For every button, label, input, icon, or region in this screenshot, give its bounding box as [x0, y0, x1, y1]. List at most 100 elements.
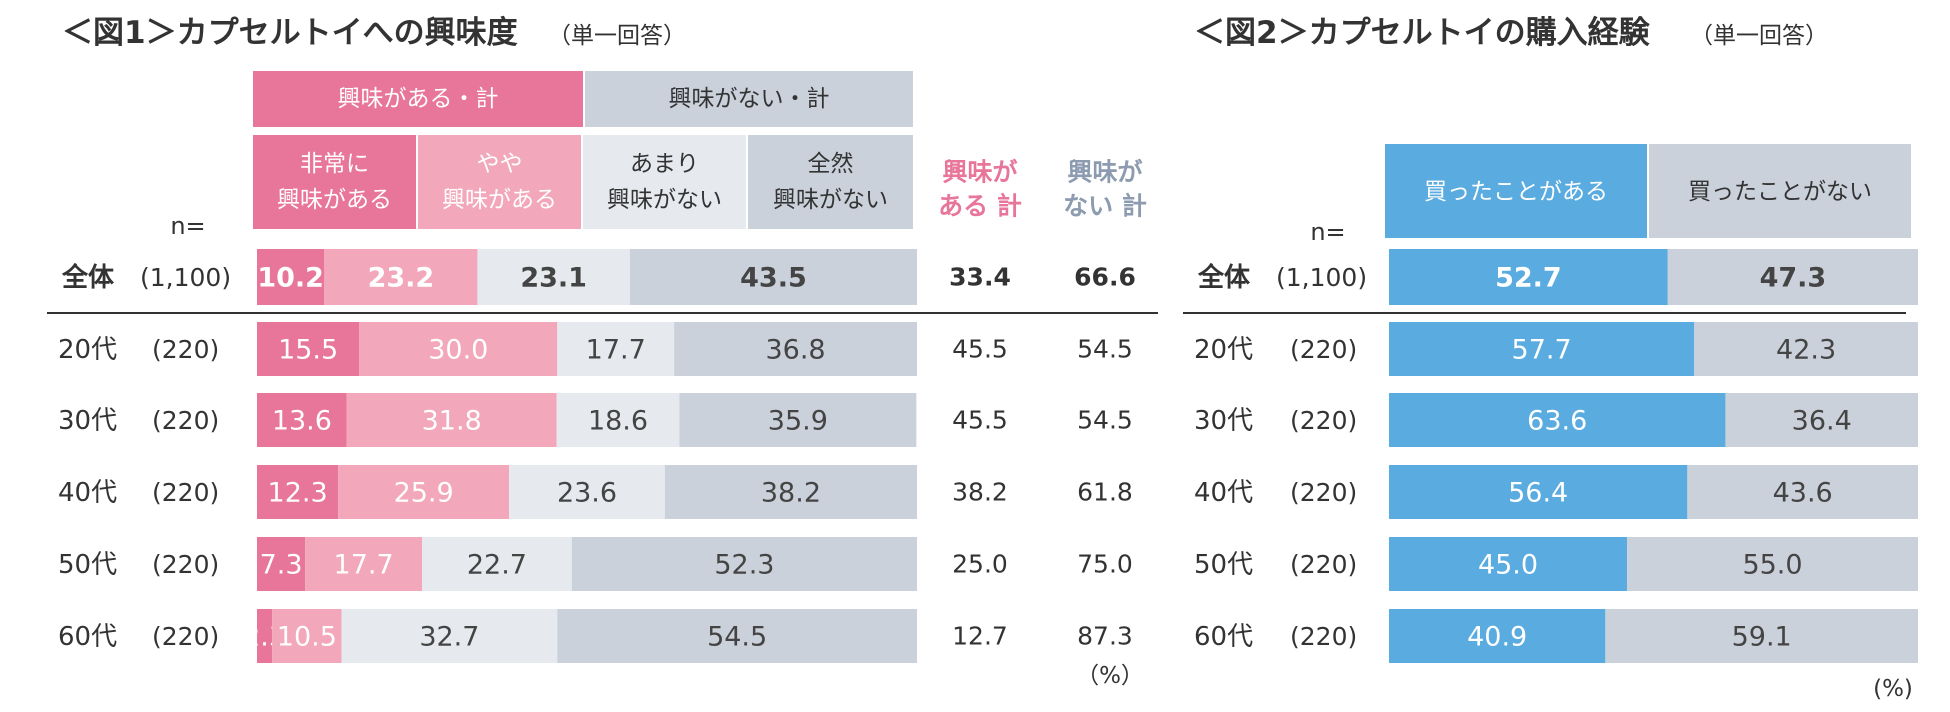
chart2-row-label-6: 60代: [1194, 622, 1253, 652]
chart1-bar-row6-seg2: [272, 609, 342, 663]
chart2-value-row2-seg2: 42.3: [1776, 335, 1836, 366]
chart2-row-n-6: (220): [1290, 622, 1357, 651]
chart1-sum-header-no-interest-line-1: 興味が: [1067, 158, 1142, 187]
chart2-bar-row5-seg1: [1389, 537, 1628, 591]
chart2-value-row2-seg1: 57.7: [1512, 335, 1572, 366]
chart1-series-header-1-line-1: 非常に: [300, 151, 369, 177]
chart1-subtitle: （単一回答）: [548, 23, 686, 49]
chart1-series-header-4-line-1: 全然: [808, 151, 854, 177]
chart1-series-header-4-box: [748, 135, 913, 229]
chart1-group-header-no-interest-box: [585, 71, 913, 127]
chart2-bar-row4-seg2: [1687, 465, 1918, 519]
chart2-bar-row3-seg2: [1725, 393, 1918, 447]
chart1-n-label: n=: [170, 212, 205, 240]
chart2-purchase-experience: 買ったことがある 買ったことがない n= 全体 (1,100) 52.7 47.3 20代 (2…: [1183, 144, 1918, 702]
chart2-row-label-3: 30代: [1194, 406, 1253, 436]
chart1-bar-row1-seg2: [324, 249, 478, 305]
chart1-title: ＜図1＞カプセルトイへの興味度: [62, 15, 518, 51]
chart1-bar-row5-seg4: [571, 537, 917, 591]
chart2-row-label-2: 20代: [1194, 335, 1253, 365]
chart2-n-label: n=: [1310, 218, 1345, 246]
chart2-value-row6-seg1: 40.9: [1467, 622, 1527, 653]
chart1-value-row2-seg1: 15.5: [278, 335, 338, 366]
chart1-bar-row4-seg1: [257, 465, 339, 519]
chart2-row-label-5: 50代: [1194, 550, 1253, 580]
chart1-series-header-3-box: [583, 135, 746, 229]
chart1-value-row1-seg4: 43.5: [740, 263, 807, 294]
chart2-bar-row1-seg1: [1389, 249, 1668, 305]
chart1-sum-header-interest-line-2: ある 計: [938, 192, 1022, 221]
chart2-bar-row4-seg1: [1389, 465, 1688, 519]
chart2-value-row1-seg1: 52.7: [1495, 263, 1562, 294]
chart1-row-n-3: (220): [152, 406, 219, 435]
chart1-value-row6-seg4: 54.5: [707, 622, 767, 653]
chart1-value-row2-seg3: 17.7: [586, 335, 646, 366]
chart2-row-label-1: 全体: [1197, 262, 1251, 293]
chart1-value-row5-seg1: 7.3: [260, 550, 303, 581]
chart1-value-row1-seg2: 23.2: [368, 263, 435, 294]
chart1-total-interest-row6: 12.7: [952, 622, 1008, 651]
chart1-bar-row3-seg4: [679, 393, 917, 447]
chart1-value-row5-seg2: 17.7: [334, 550, 394, 581]
chart2-bar-row3-seg1: [1389, 393, 1726, 447]
chart2-series-header-1-box: [1385, 144, 1647, 238]
chart1-total-no-interest-row6: 87.3: [1077, 622, 1133, 651]
chart2-unit: (%): [1873, 676, 1913, 702]
chart2-bar-row6-seg1: [1389, 609, 1606, 663]
chart1-row-n-2: (220): [152, 335, 219, 364]
chart1-bar-row2-seg2: [359, 322, 558, 376]
chart1-value-row1-seg1: 10.2: [257, 263, 324, 294]
chart1-value-row4-seg2: 25.9: [394, 478, 454, 509]
chart2-series-header-1-line-1: 買ったことがある: [1424, 179, 1608, 205]
chart1-row-n-6: (220): [152, 622, 219, 651]
chart2-value-row6-seg2: 59.1: [1732, 622, 1792, 653]
chart1-total-interest-row4: 38.2: [952, 478, 1008, 507]
chart2-row-n-2: (220): [1290, 335, 1357, 364]
chart1-value-row3-seg1: 13.6: [272, 406, 332, 437]
chart1-row-label-3: 30代: [58, 406, 117, 436]
chart1-bar-row1-seg3: [477, 249, 630, 305]
chart1-bar-row5-seg3: [422, 537, 572, 591]
chart1-series-header-3-line-1: あまり: [630, 151, 699, 177]
chart1-series-header-2-line-1: やや: [477, 151, 523, 177]
chart2-series-header-2-line-1: 買ったことがない: [1688, 179, 1872, 205]
chart1-group-header-no-interest: 興味がない・計: [669, 86, 830, 112]
chart1-total-no-interest-row1: 66.6: [1074, 263, 1136, 292]
chart1-value-row3-seg3: 18.6: [588, 406, 648, 437]
chart1-bar-row6-seg4: [557, 609, 917, 663]
chart1-total-no-interest-row4: 61.8: [1077, 478, 1133, 507]
chart1-value-row6-seg3: 32.7: [419, 622, 479, 653]
chart2-value-row5-seg1: 45.0: [1478, 550, 1538, 581]
chart2-row-n-3: (220): [1290, 406, 1357, 435]
chart1-total-interest-row5: 25.0: [952, 550, 1008, 579]
chart1-series-header-1-line-2: 興味がある: [277, 187, 392, 213]
chart1-row-n-5: (220): [152, 550, 219, 579]
chart1-value-row4-seg3: 23.6: [557, 478, 617, 509]
chart1-row-n-4: (220): [152, 478, 219, 507]
chart1-value-row3-seg2: 31.8: [422, 406, 482, 437]
chart2-series-header-2-box: [1649, 144, 1911, 238]
chart1-series-header-4-line-2: 興味がない: [773, 187, 888, 213]
chart1-group-header-interest: 興味がある・計: [338, 86, 499, 112]
chart2-value-row5-seg2: 55.0: [1742, 550, 1802, 581]
chart2-bar-row2-seg1: [1389, 322, 1695, 376]
chart1-value-row2-seg4: 36.8: [765, 335, 825, 366]
chart1-unit: （%）: [1076, 663, 1144, 689]
chart2-row-n-5: (220): [1290, 550, 1357, 579]
chart1-value-row4-seg4: 38.2: [761, 478, 821, 509]
chart1-bar-row2-seg4: [674, 322, 917, 376]
chart1-sum-header-no-interest-line-2: ない 計: [1063, 192, 1147, 221]
chart1-group-header-interest-box: [253, 71, 583, 127]
chart1-bar-row3-seg3: [556, 393, 680, 447]
chart1-row-label-2: 20代: [58, 335, 117, 365]
chart1-total-no-interest-row3: 54.5: [1077, 406, 1133, 435]
chart2-subtitle: （単一回答）: [1690, 23, 1828, 49]
chart1-bar-row5-seg1: [257, 537, 306, 591]
chart2-value-row1-seg2: 47.3: [1760, 263, 1827, 294]
chart1-interest-level: 興味がある・計 興味がない・計非常に興味があるやや興味があるあまり興味がない全然興…: [47, 71, 1158, 689]
chart2-value-row3-seg2: 36.4: [1792, 406, 1852, 437]
chart1-series-header-2-box: [418, 135, 581, 229]
chart1-value-row5-seg3: 22.7: [467, 550, 527, 581]
chart1-bar-row1-seg1: [257, 249, 325, 305]
